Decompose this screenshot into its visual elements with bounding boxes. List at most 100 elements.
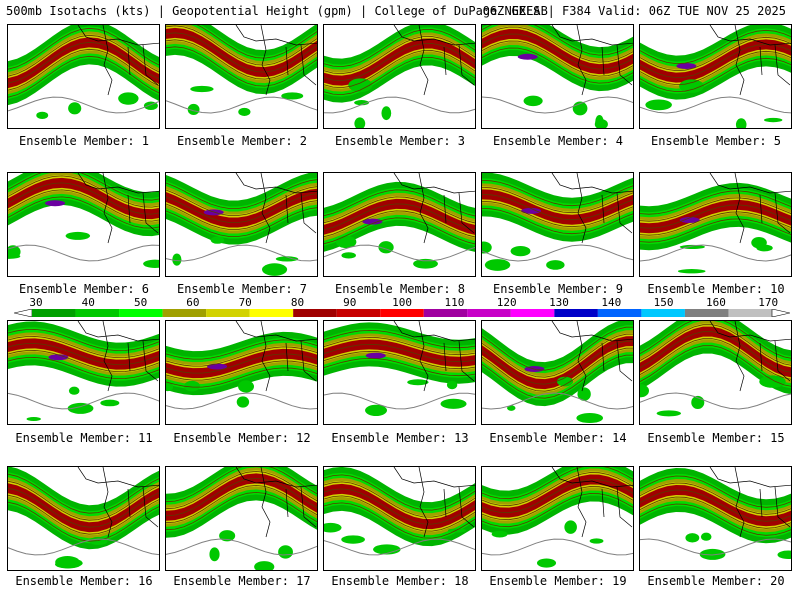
colorbar-right-arrow <box>771 309 790 317</box>
height-contour <box>8 182 159 215</box>
geopotential-contour <box>324 96 475 114</box>
ensemble-map-panel <box>165 172 318 277</box>
wind-speed-blob <box>482 241 492 254</box>
ensemble-member-label: Ensemble Member: 2 <box>176 134 308 148</box>
coastline-borders <box>77 173 159 244</box>
geopotential-contour <box>482 96 633 114</box>
coastline-borders <box>551 467 633 538</box>
height-contour <box>166 186 317 216</box>
colorbar-swatch <box>32 309 76 317</box>
ensemble-map-panel <box>639 466 792 571</box>
jet-core-red <box>640 39 791 83</box>
height-contour <box>482 326 633 371</box>
wind-speed-blob <box>275 256 299 262</box>
ensemble-member-label: Ensemble Member: 20 <box>647 574 785 588</box>
height-contour <box>8 342 159 366</box>
wind-speed-blob <box>278 545 293 559</box>
ensemble-map-panel <box>481 24 634 129</box>
wind-speed-blob <box>751 237 767 249</box>
colorbar-tick-label: 40 <box>81 296 95 309</box>
height-contour <box>640 321 791 359</box>
height-contour <box>482 479 633 514</box>
jet-core-red <box>482 474 633 518</box>
geopotential-contour <box>8 392 159 410</box>
ensemble-map-panel <box>639 172 792 277</box>
coastline-borders <box>235 25 317 96</box>
height-contour <box>166 360 317 381</box>
colorbar-swatch <box>423 309 468 317</box>
colorbar-swatch <box>467 309 511 317</box>
wind-speed-blob <box>184 380 200 392</box>
wind-speed-blob <box>594 119 608 128</box>
height-contour <box>8 473 159 514</box>
jet-stream-map <box>640 173 791 274</box>
ensemble-map-panel <box>165 24 318 129</box>
height-contour <box>482 180 633 207</box>
geopotential-contour <box>166 244 317 262</box>
height-contour <box>8 335 159 359</box>
ensemble-member-label: Ensemble Member: 7 <box>176 282 308 296</box>
ensemble-member-label: Ensemble Member: 3 <box>334 134 466 148</box>
colorbar-tick-label: 50 <box>133 296 148 309</box>
wind-speed-blob <box>536 558 557 568</box>
height-contour <box>324 474 475 511</box>
coastline-borders <box>551 173 633 244</box>
height-contour <box>640 218 791 243</box>
ensemble-map-panel <box>7 466 160 571</box>
jet-stream-map <box>166 467 317 570</box>
height-contour <box>8 349 159 373</box>
height-contour <box>8 175 159 208</box>
height-contour <box>324 343 475 363</box>
jet-core-red <box>8 483 159 533</box>
wind-speed-blob <box>777 550 791 559</box>
height-contour <box>640 29 791 65</box>
jet-core-red <box>640 484 791 527</box>
height-contour <box>482 347 633 392</box>
height-contour <box>640 496 791 529</box>
coastline-borders <box>709 467 791 538</box>
colorbar-tick-label: 100 <box>392 296 413 309</box>
coastline-borders <box>551 25 633 96</box>
wind-speed-blob <box>679 244 705 250</box>
geopotential-contour <box>640 244 791 262</box>
wind-speed-blob <box>354 100 370 106</box>
jet-max-purple <box>521 207 542 214</box>
colorbar-tick-label: 80 <box>290 296 305 309</box>
height-contour <box>640 57 791 93</box>
wind-speed-blob <box>447 528 466 533</box>
height-contour <box>482 354 633 399</box>
jet-stream-map <box>640 321 791 417</box>
coastline-borders <box>393 173 475 244</box>
colorbar-tick-label: 130 <box>549 296 569 309</box>
isotach-colorbar: 30 40 50 60 70 80 90 100 110 120 130 140 150 160 170 <box>14 296 790 322</box>
height-contour <box>8 189 159 222</box>
height-contour <box>8 173 159 201</box>
jet-band-yellow <box>324 195 475 238</box>
coastline-borders <box>709 321 791 392</box>
height-contour <box>640 489 791 522</box>
wind-speed-blob <box>68 386 80 395</box>
height-contour <box>324 217 475 245</box>
wind-speed-blob <box>510 246 531 257</box>
jet-max-purple <box>48 354 69 361</box>
run-valid-time: 06Z GEFS | F384 Valid: 06Z TUE NOV 25 20… <box>482 4 786 18</box>
ensemble-member-label: Ensemble Member: 15 <box>647 431 785 445</box>
jet-max-purple <box>679 217 700 224</box>
jet-max-purple <box>517 53 538 60</box>
jet-stream-map <box>8 25 159 120</box>
ensemble-map-panel <box>323 24 476 129</box>
colorbar-scale <box>14 309 790 317</box>
wind-speed-blob <box>67 402 94 414</box>
height-contour <box>8 494 159 535</box>
ensemble-member-label: Ensemble Member: 12 <box>173 431 311 445</box>
wind-speed-blob <box>100 399 120 407</box>
ensemble-map-panel <box>481 320 634 425</box>
wind-speed-blob <box>700 532 712 541</box>
wind-speed-blob <box>190 85 214 93</box>
wind-speed-blob <box>564 520 577 534</box>
height-contour <box>324 336 475 356</box>
height-contour <box>166 346 317 367</box>
jet-stream-map <box>482 321 633 424</box>
colorbar-swatch <box>119 309 163 317</box>
wind-speed-blob <box>219 530 236 542</box>
